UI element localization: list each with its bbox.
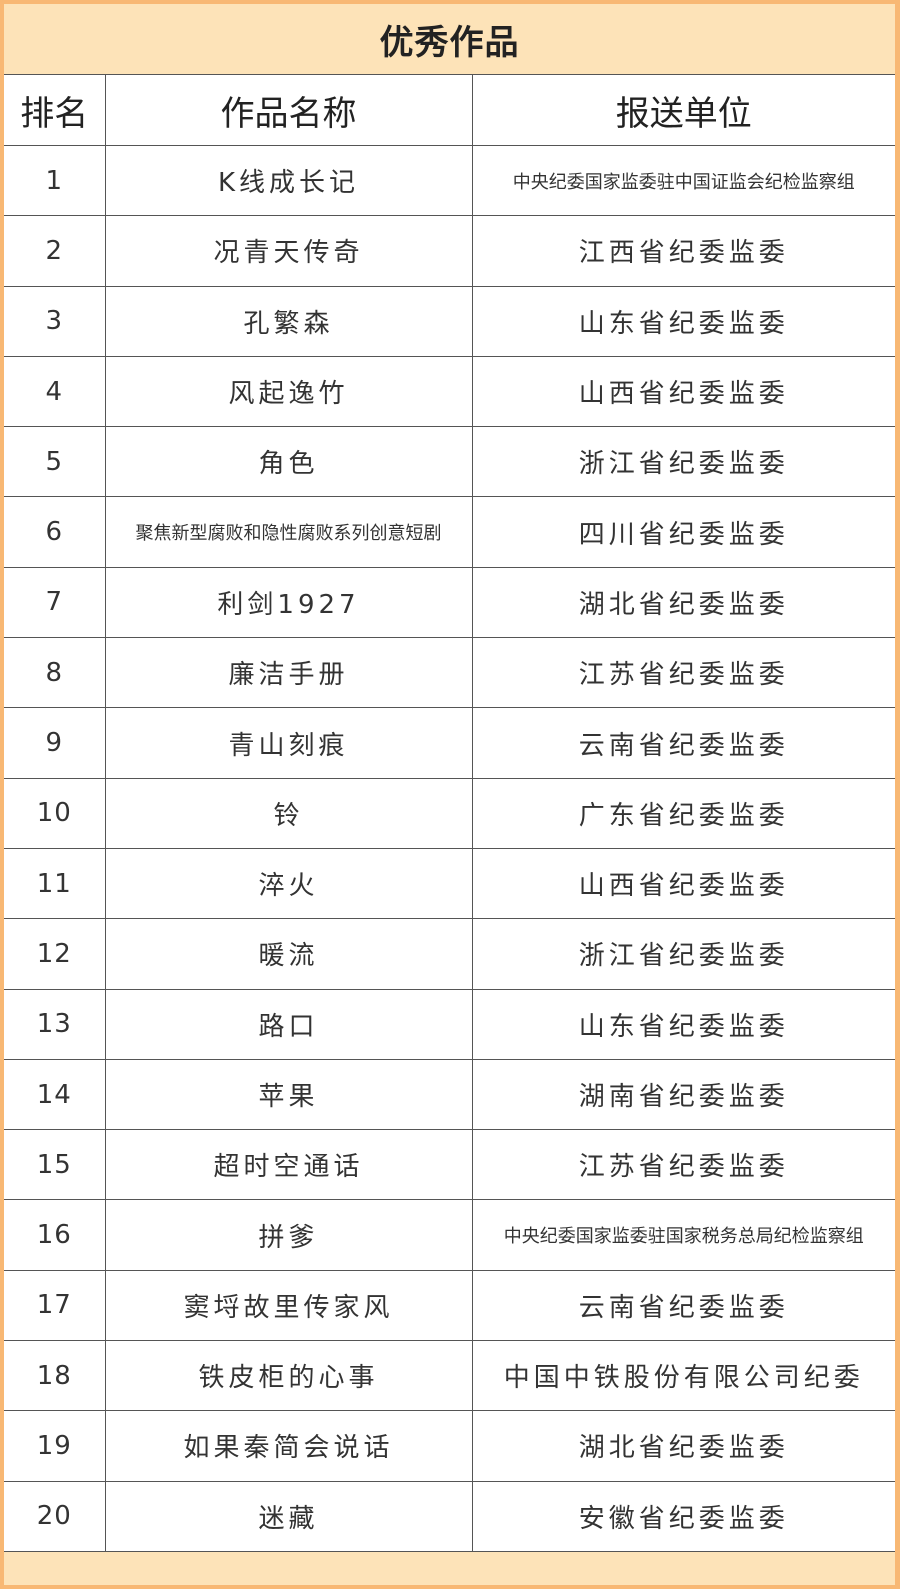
rank-cell: 1 (4, 144, 106, 217)
rank-cell: 16 (4, 1199, 106, 1271)
table-row: 12 暖流 浙江省纪委监委 (4, 918, 895, 990)
rank-cell: 5 (4, 426, 106, 498)
unit-cell: 云南省纪委监委 (471, 1269, 895, 1342)
rank-cell: 11 (4, 847, 106, 920)
work-cell: 路口 (104, 988, 473, 1060)
unit-cell: 安徽省纪委监委 (471, 1480, 895, 1552)
work-cell: 铃 (104, 777, 473, 849)
header-unit: 报送单位 (471, 74, 895, 146)
unit-cell: 云南省纪委监委 (471, 707, 895, 779)
rank-cell: 13 (4, 988, 106, 1060)
table-row: 20 迷藏 安徽省纪委监委 (4, 1480, 895, 1552)
work-cell: 苹果 (104, 1058, 473, 1131)
work-cell: 青山刻痕 (104, 707, 473, 779)
rank-cell: 9 (4, 707, 106, 779)
work-cell: 暖流 (104, 918, 473, 990)
work-cell: 孔繁森 (104, 285, 473, 357)
unit-cell: 湖北省纪委监委 (471, 566, 895, 639)
table-row: 8 廉洁手册 江苏省纪委监委 (4, 637, 895, 709)
work-cell: 迷藏 (104, 1480, 473, 1552)
table-row: 18 铁皮柜的心事 中国中铁股份有限公司纪委 (4, 1340, 895, 1412)
unit-cell: 中央纪委国家监委驻中国证监会纪检监察组 (471, 144, 895, 217)
table-row: 13 路口 山东省纪委监委 (4, 988, 895, 1060)
work-cell: 风起逸竹 (104, 355, 473, 428)
rank-cell: 14 (4, 1058, 106, 1131)
unit-cell: 四川省纪委监委 (471, 496, 895, 568)
table-row: 19 如果秦简会说话 湖北省纪委监委 (4, 1410, 895, 1482)
work-cell: 聚焦新型腐败和隐性腐败系列创意短剧 (104, 496, 473, 568)
work-cell: 淬火 (104, 847, 473, 920)
work-cell: 利剑1927 (104, 566, 473, 639)
rank-cell: 3 (4, 285, 106, 357)
table-row: 3 孔繁森 山东省纪委监委 (4, 285, 895, 357)
table-title: 优秀作品 (379, 22, 520, 63)
work-cell: 角色 (104, 426, 473, 498)
work-cell: 况青天传奇 (104, 215, 473, 287)
awards-table-frame: 优秀作品 排名 作品名称 报送单位 1 K线成长记 中央纪委国家监委驻中国证监会纪检… (4, 4, 895, 1585)
rank-cell: 18 (4, 1340, 106, 1412)
header-rank: 排名 (4, 74, 106, 146)
unit-cell: 山东省纪委监委 (471, 285, 895, 357)
unit-cell: 广东省纪委监委 (471, 777, 895, 849)
table-row: 4 风起逸竹 山西省纪委监委 (4, 355, 895, 428)
unit-cell: 中国中铁股份有限公司纪委 (471, 1340, 895, 1412)
table-row: 11 淬火 山西省纪委监委 (4, 847, 895, 920)
table-row: 1 K线成长记 中央纪委国家监委驻中国证监会纪检监察组 (4, 144, 895, 217)
rank-cell: 6 (4, 496, 106, 568)
work-cell: 廉洁手册 (104, 637, 473, 709)
rank-cell: 15 (4, 1129, 106, 1201)
header-work: 作品名称 (104, 74, 473, 146)
table-row: 15 超时空通话 江苏省纪委监委 (4, 1129, 895, 1201)
unit-cell: 湖南省纪委监委 (471, 1058, 895, 1131)
table-row: 2 况青天传奇 江西省纪委监委 (4, 215, 895, 287)
unit-cell: 湖北省纪委监委 (471, 1410, 895, 1482)
unit-cell: 中央纪委国家监委驻国家税务总局纪检监察组 (471, 1199, 895, 1271)
awards-table: 排名 作品名称 报送单位 1 K线成长记 中央纪委国家监委驻中国证监会纪检监察组 2 况… (4, 74, 895, 1552)
rank-cell: 17 (4, 1269, 106, 1342)
unit-cell: 山东省纪委监委 (471, 988, 895, 1060)
work-cell: K线成长记 (104, 144, 473, 217)
rank-cell: 2 (4, 215, 106, 287)
rank-cell: 4 (4, 355, 106, 428)
unit-cell: 江苏省纪委监委 (471, 1129, 895, 1201)
table-row: 17 窦埒故里传家风 云南省纪委监委 (4, 1269, 895, 1342)
table-row: 6 聚焦新型腐败和隐性腐败系列创意短剧 四川省纪委监委 (4, 496, 895, 568)
table-row: 7 利剑1927 湖北省纪委监委 (4, 566, 895, 639)
work-cell: 窦埒故里传家风 (104, 1269, 473, 1342)
table-row: 14 苹果 湖南省纪委监委 (4, 1058, 895, 1131)
table-row: 16 拼爹 中央纪委国家监委驻国家税务总局纪检监察组 (4, 1199, 895, 1271)
rank-cell: 12 (4, 918, 106, 990)
work-cell: 拼爹 (104, 1199, 473, 1271)
unit-cell: 浙江省纪委监委 (471, 426, 895, 498)
unit-cell: 江苏省纪委监委 (471, 637, 895, 709)
rank-cell: 19 (4, 1410, 106, 1482)
work-cell: 如果秦简会说话 (104, 1410, 473, 1482)
table-row: 9 青山刻痕 云南省纪委监委 (4, 707, 895, 779)
rank-cell: 7 (4, 566, 106, 639)
header-row: 排名 作品名称 报送单位 (4, 74, 895, 146)
unit-cell: 江西省纪委监委 (471, 215, 895, 287)
unit-cell: 山西省纪委监委 (471, 847, 895, 920)
work-cell: 超时空通话 (104, 1129, 473, 1201)
unit-cell: 山西省纪委监委 (471, 355, 895, 428)
rank-cell: 8 (4, 637, 106, 709)
work-cell: 铁皮柜的心事 (104, 1340, 473, 1412)
rank-cell: 20 (4, 1480, 106, 1552)
table-row: 5 角色 浙江省纪委监委 (4, 426, 895, 498)
unit-cell: 浙江省纪委监委 (471, 918, 895, 990)
rank-cell: 10 (4, 777, 106, 849)
table-row: 10 铃广东省纪委监委 (4, 777, 895, 849)
